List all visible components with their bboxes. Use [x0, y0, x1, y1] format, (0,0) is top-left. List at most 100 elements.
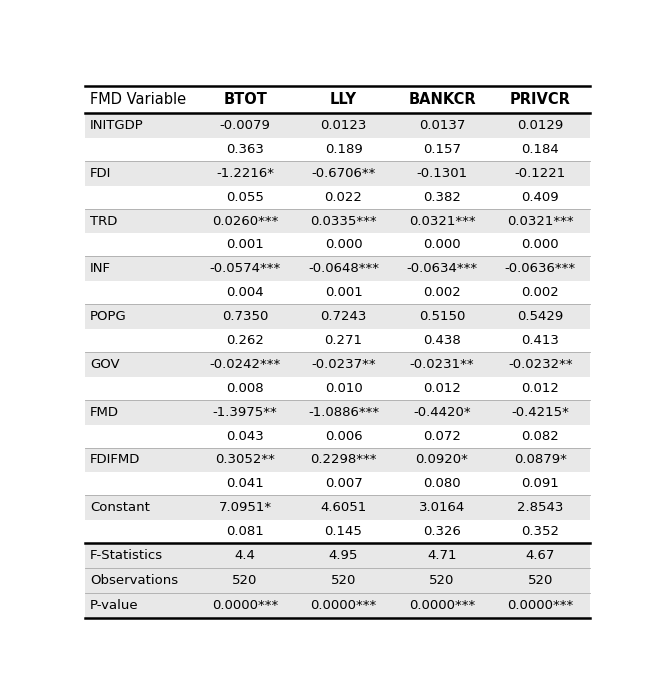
Text: -0.0079: -0.0079	[220, 119, 270, 132]
Bar	[85, 593, 590, 618]
Bar	[85, 208, 590, 233]
Text: 0.041: 0.041	[226, 477, 264, 491]
Text: 4.95: 4.95	[329, 549, 358, 562]
Text: 0.008: 0.008	[226, 382, 264, 395]
Text: -0.1301: -0.1301	[417, 167, 468, 180]
Bar	[85, 113, 590, 138]
Text: 0.000: 0.000	[522, 238, 559, 252]
Text: 0.413: 0.413	[522, 334, 559, 347]
Text: -0.0648***: -0.0648***	[308, 262, 379, 275]
Text: 4.67: 4.67	[526, 549, 555, 562]
Text: 0.007: 0.007	[324, 477, 363, 491]
Text: 7.0951*: 7.0951*	[218, 501, 272, 514]
Text: 0.002: 0.002	[522, 286, 559, 299]
Text: Constant: Constant	[90, 501, 150, 514]
Text: FMD: FMD	[90, 406, 119, 419]
Text: 0.0260***: 0.0260***	[212, 215, 278, 227]
Text: 0.080: 0.080	[423, 477, 461, 491]
Text: 0.043: 0.043	[226, 429, 264, 443]
Text: 0.184: 0.184	[522, 143, 559, 156]
Text: 0.5429: 0.5429	[517, 310, 563, 323]
Text: 0.271: 0.271	[324, 334, 363, 347]
Text: 2.8543: 2.8543	[517, 501, 564, 514]
Text: BANKCR: BANKCR	[408, 92, 476, 107]
Text: 0.0879*: 0.0879*	[514, 454, 567, 466]
Text: -0.6706**: -0.6706**	[311, 167, 376, 180]
Text: GOV: GOV	[90, 358, 120, 371]
Text: 0.0000***: 0.0000***	[212, 599, 278, 612]
Text: 4.4: 4.4	[235, 549, 255, 562]
Text: 0.382: 0.382	[423, 191, 461, 204]
Text: 0.002: 0.002	[423, 286, 461, 299]
Text: -0.0634***: -0.0634***	[407, 262, 478, 275]
Text: 0.0000***: 0.0000***	[311, 599, 376, 612]
Text: -0.0242***: -0.0242***	[209, 358, 281, 371]
Text: INITGDP: INITGDP	[90, 119, 143, 132]
Text: 0.2298***: 0.2298***	[311, 454, 377, 466]
Text: -0.0574***: -0.0574***	[209, 262, 281, 275]
Text: 0.000: 0.000	[325, 238, 363, 252]
Text: -1.3975**: -1.3975**	[213, 406, 278, 419]
Bar	[85, 161, 590, 185]
Text: -0.0237**: -0.0237**	[311, 358, 376, 371]
Text: LLY: LLY	[330, 92, 357, 107]
Bar	[85, 377, 590, 400]
Text: -0.4420*: -0.4420*	[413, 406, 470, 419]
Bar	[85, 282, 590, 304]
Text: 0.004: 0.004	[226, 286, 264, 299]
Text: 520: 520	[331, 574, 356, 587]
Text: -0.0232**: -0.0232**	[508, 358, 572, 371]
Bar	[85, 496, 590, 520]
Text: 0.012: 0.012	[423, 382, 461, 395]
Text: 0.055: 0.055	[226, 191, 264, 204]
Text: 3.0164: 3.0164	[419, 501, 465, 514]
Text: 0.438: 0.438	[423, 334, 461, 347]
Text: 520: 520	[528, 574, 553, 587]
Text: 0.001: 0.001	[226, 238, 264, 252]
Bar	[85, 138, 590, 161]
Bar	[85, 447, 590, 473]
Text: -1.0886***: -1.0886***	[308, 406, 379, 419]
Text: -0.0636***: -0.0636***	[505, 262, 576, 275]
Text: TRD: TRD	[90, 215, 117, 227]
Text: 0.0335***: 0.0335***	[310, 215, 377, 227]
Bar	[85, 304, 590, 329]
Text: 0.352: 0.352	[521, 525, 559, 538]
Text: P-value: P-value	[90, 599, 138, 612]
Text: 0.091: 0.091	[522, 477, 559, 491]
Text: 0.0000***: 0.0000***	[409, 599, 475, 612]
Text: 0.010: 0.010	[324, 382, 363, 395]
Text: 0.0321***: 0.0321***	[507, 215, 574, 227]
Text: 0.0321***: 0.0321***	[409, 215, 475, 227]
Text: 0.189: 0.189	[324, 143, 363, 156]
Text: 0.001: 0.001	[324, 286, 363, 299]
Text: -0.0231**: -0.0231**	[410, 358, 474, 371]
Bar	[85, 352, 590, 377]
Text: FMD Variable: FMD Variable	[90, 92, 186, 107]
Text: 0.7350: 0.7350	[222, 310, 268, 323]
Text: 0.326: 0.326	[423, 525, 461, 538]
Text: 0.157: 0.157	[423, 143, 461, 156]
Bar	[85, 185, 590, 208]
Text: -1.2216*: -1.2216*	[216, 167, 274, 180]
Text: 0.072: 0.072	[423, 429, 461, 443]
Text: 0.0129: 0.0129	[517, 119, 563, 132]
Text: -0.1221: -0.1221	[515, 167, 566, 180]
Text: 0.363: 0.363	[226, 143, 264, 156]
Bar	[85, 233, 590, 256]
Text: 0.0000***: 0.0000***	[507, 599, 574, 612]
Text: 0.5150: 0.5150	[418, 310, 465, 323]
Text: 0.0137: 0.0137	[418, 119, 465, 132]
Text: 0.3052**: 0.3052**	[215, 454, 275, 466]
Bar	[85, 86, 590, 113]
Text: F-Statistics: F-Statistics	[90, 549, 163, 562]
Text: 0.000: 0.000	[423, 238, 461, 252]
Bar	[85, 256, 590, 282]
Text: 0.409: 0.409	[522, 191, 559, 204]
Bar	[85, 329, 590, 352]
Text: 0.0123: 0.0123	[320, 119, 367, 132]
Text: 0.006: 0.006	[325, 429, 363, 443]
Text: 0.081: 0.081	[226, 525, 264, 538]
Bar	[85, 400, 590, 424]
Text: 0.082: 0.082	[522, 429, 559, 443]
